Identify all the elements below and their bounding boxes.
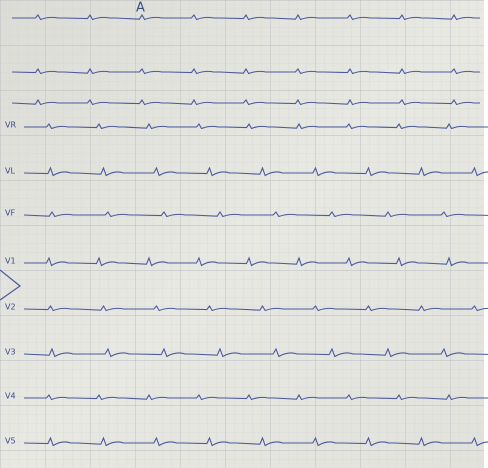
lead-label: V3	[5, 348, 16, 357]
lead-label: VL	[5, 167, 15, 176]
lead-label: VR	[5, 121, 16, 130]
ecg-photo: A VR VL VF V1 V2 V3 V4 V5	[0, 0, 488, 468]
handwritten-mark: A	[136, 1, 145, 16]
lead-label: V1	[5, 257, 16, 266]
lead-label: VF	[5, 209, 15, 218]
lead-label: V5	[5, 437, 16, 446]
lead-label: V4	[5, 392, 16, 401]
lead-label: V2	[5, 303, 16, 312]
